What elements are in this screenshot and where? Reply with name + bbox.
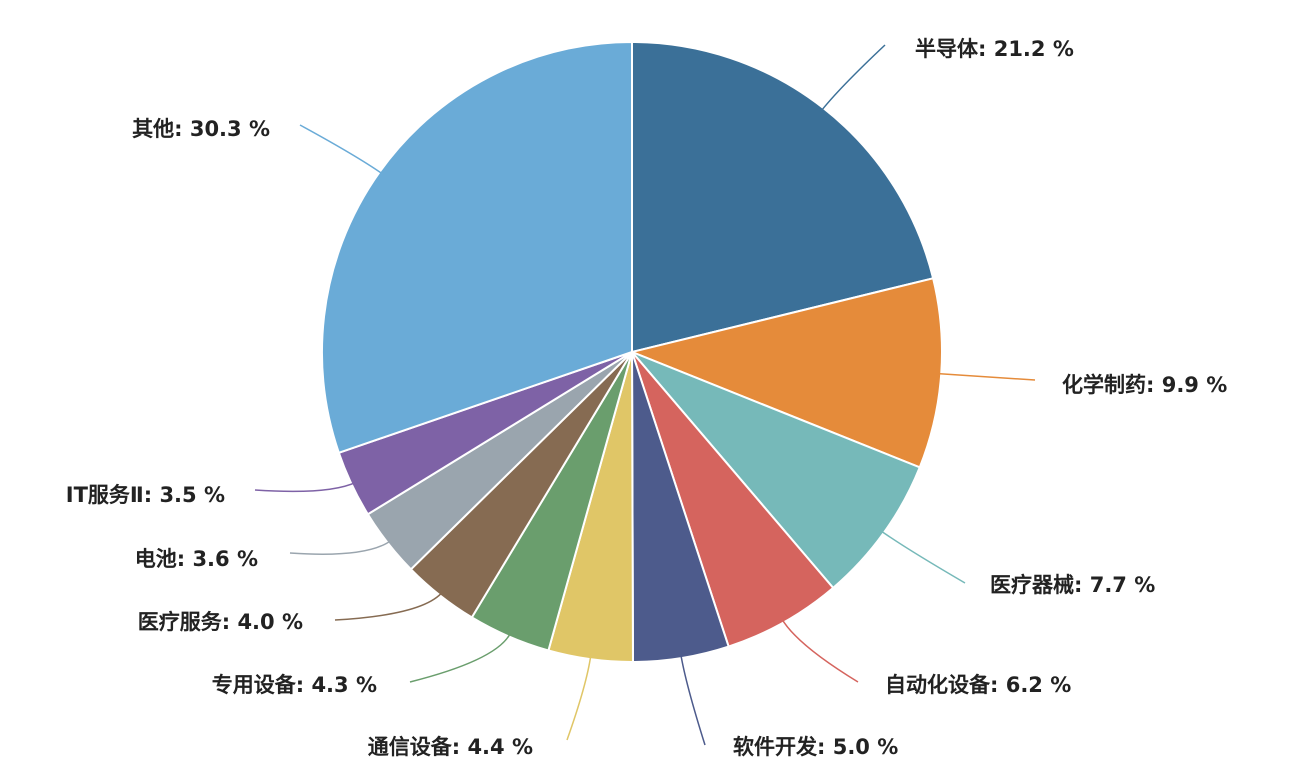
leader-line xyxy=(409,631,512,683)
leader-line xyxy=(299,124,385,176)
data-label: 化学制药: 9.9 % xyxy=(1062,373,1227,397)
leader-line xyxy=(819,44,886,113)
leader-line xyxy=(780,617,859,683)
data-label: IT服务Ⅱ: 3.5 % xyxy=(66,483,225,507)
leader-line xyxy=(334,590,444,621)
leader-line xyxy=(879,529,966,584)
data-label: 其他: 30.3 % xyxy=(132,117,270,141)
leader-line xyxy=(254,481,357,493)
data-label: 专用设备: 4.3 % xyxy=(212,673,377,697)
data-label: 医疗服务: 4.0 % xyxy=(138,610,303,634)
leader-line xyxy=(936,372,1036,381)
data-label: 医疗器械: 7.7 % xyxy=(990,573,1155,597)
leader-line xyxy=(566,654,592,741)
data-label: 自动化设备: 6.2 % xyxy=(885,673,1071,697)
data-label: 通信设备: 4.4 % xyxy=(368,735,533,759)
data-label: 半导体: 21.2 % xyxy=(915,37,1074,61)
leader-line xyxy=(289,539,393,555)
leader-line xyxy=(679,652,706,746)
data-label: 软件开发: 5.0 % xyxy=(733,735,898,759)
data-label: 电池: 3.6 % xyxy=(135,547,258,571)
